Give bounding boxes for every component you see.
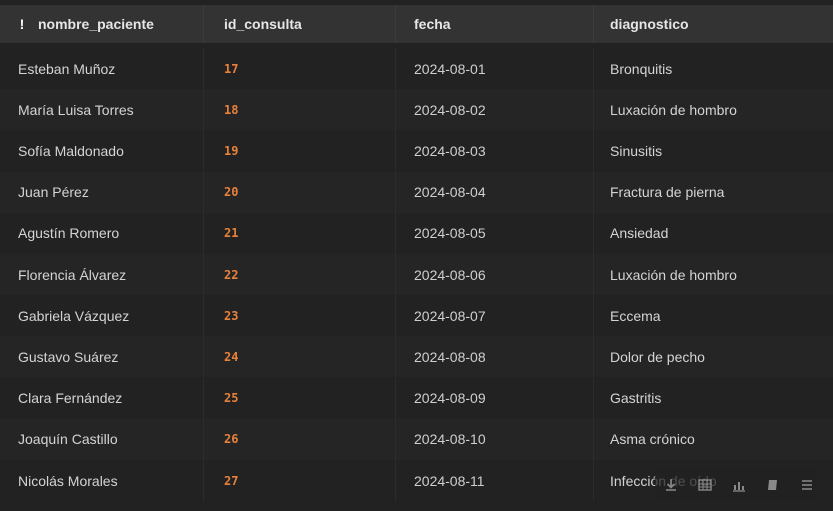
chart-view-icon[interactable] xyxy=(727,473,751,497)
cell-id-consulta[interactable]: 22 xyxy=(203,254,395,295)
cell-nombre-paciente[interactable]: Esteban Muñoz xyxy=(18,60,116,77)
table-header-row: ! nombre_paciente id_consulta fecha diag… xyxy=(0,5,833,43)
table-row[interactable]: Gabriela Vázquez 23 2024-08-07 Eccema xyxy=(0,295,833,337)
cell-fecha[interactable]: 2024-08-04 xyxy=(395,171,593,213)
column-header-label: fecha xyxy=(414,16,451,32)
cell-id-consulta[interactable]: 20 xyxy=(203,171,395,213)
cell-nombre-paciente[interactable]: Clara Fernández xyxy=(18,390,123,407)
table-row[interactable]: Sofía Maldonado 19 2024-08-03 Sinusitis xyxy=(0,130,833,172)
column-header-nombre-paciente[interactable]: ! nombre_paciente xyxy=(0,5,203,43)
cell-nombre-paciente[interactable]: Joaquín Castillo xyxy=(18,431,118,448)
sort-indicator-icon[interactable]: ! xyxy=(19,16,25,32)
cell-id-consulta[interactable]: 23 xyxy=(203,295,395,337)
cell-id-consulta[interactable]: 18 xyxy=(203,89,395,131)
cell-id-consulta[interactable]: 24 xyxy=(203,336,395,378)
column-header-id-consulta[interactable]: id_consulta xyxy=(203,5,395,43)
cell-nombre-paciente[interactable]: Florencia Álvarez xyxy=(18,266,127,283)
cell-fecha[interactable]: 2024-08-06 xyxy=(395,254,593,295)
cell-diagnostico[interactable]: Luxación de hombro xyxy=(593,89,833,131)
column-header-label: diagnostico xyxy=(610,16,689,32)
cell-id-consulta[interactable]: 19 xyxy=(203,130,395,172)
cell-nombre-paciente[interactable]: Juan Pérez xyxy=(18,184,89,201)
cell-id-consulta[interactable]: 26 xyxy=(203,418,395,460)
table-row[interactable]: Joaquín Castillo 26 2024-08-10 Asma crónico xyxy=(0,418,833,460)
cell-nombre-paciente[interactable]: Agustín Romero xyxy=(18,225,120,242)
cell-diagnostico[interactable]: Bronquitis xyxy=(593,48,833,89)
table-row[interactable]: Esteban Muñoz 17 2024-08-01 Bronquitis xyxy=(0,48,833,89)
download-icon[interactable] xyxy=(659,473,683,497)
cell-diagnostico[interactable]: Gastritis xyxy=(593,377,833,419)
cell-diagnostico[interactable]: Ansiedad xyxy=(593,212,833,254)
cell-fecha[interactable]: 2024-08-03 xyxy=(395,130,593,172)
table-view-icon[interactable] xyxy=(693,473,717,497)
table-row[interactable]: Clara Fernández 25 2024-08-09 Gastritis xyxy=(0,377,833,419)
cell-id-consulta[interactable]: 17 xyxy=(203,48,395,89)
cell-id-consulta[interactable]: 27 xyxy=(203,460,395,501)
column-header-label: id_consulta xyxy=(224,16,302,32)
table-row[interactable]: Gustavo Suárez 24 2024-08-08 Dolor de pecho xyxy=(0,336,833,378)
cell-fecha[interactable]: 2024-08-05 xyxy=(395,212,593,254)
table-row[interactable]: María Luisa Torres 18 2024-08-02 Luxación d… xyxy=(0,89,833,131)
cell-fecha[interactable]: 2024-08-08 xyxy=(395,336,593,378)
cell-diagnostico[interactable]: Fractura de pierna xyxy=(593,171,833,213)
cell-diagnostico[interactable]: Dolor de pecho xyxy=(593,336,833,378)
column-header-label: nombre_paciente xyxy=(38,16,154,32)
cell-fecha[interactable]: 2024-08-07 xyxy=(395,295,593,337)
table-row[interactable]: Florencia Álvarez 22 2024-08-06 Luxación de… xyxy=(0,254,833,295)
cell-nombre-paciente[interactable]: Gustavo Suárez xyxy=(18,348,119,365)
cell-nombre-paciente[interactable]: Nicolás Morales xyxy=(18,472,118,489)
cell-fecha[interactable]: 2024-08-09 xyxy=(395,377,593,419)
grid-toolbar xyxy=(655,469,823,501)
cell-fecha[interactable]: 2024-08-02 xyxy=(395,89,593,131)
cell-nombre-paciente[interactable]: María Luisa Torres xyxy=(18,101,134,118)
copy-icon[interactable] xyxy=(761,473,785,497)
menu-icon[interactable] xyxy=(795,473,819,497)
cell-nombre-paciente[interactable]: Sofía Maldonado xyxy=(18,142,124,159)
column-header-fecha[interactable]: fecha xyxy=(395,5,593,43)
table-row[interactable]: Agustín Romero 21 2024-08-05 Ansiedad xyxy=(0,212,833,254)
cell-nombre-paciente[interactable]: Gabriela Vázquez xyxy=(18,307,130,324)
cell-diagnostico[interactable]: Sinusitis xyxy=(593,130,833,172)
cell-fecha[interactable]: 2024-08-01 xyxy=(395,48,593,89)
column-header-diagnostico[interactable]: diagnostico xyxy=(593,5,833,43)
cell-fecha[interactable]: 2024-08-11 xyxy=(395,460,593,501)
cell-diagnostico[interactable]: Luxación de hombro xyxy=(593,254,833,295)
cell-id-consulta[interactable]: 21 xyxy=(203,212,395,254)
cell-id-consulta[interactable]: 25 xyxy=(203,377,395,419)
table-row[interactable]: Juan Pérez 20 2024-08-04 Fractura de pierna xyxy=(0,171,833,213)
cell-diagnostico[interactable]: Asma crónico xyxy=(593,418,833,460)
cell-fecha[interactable]: 2024-08-10 xyxy=(395,418,593,460)
cell-diagnostico[interactable]: Eccema xyxy=(593,295,833,337)
